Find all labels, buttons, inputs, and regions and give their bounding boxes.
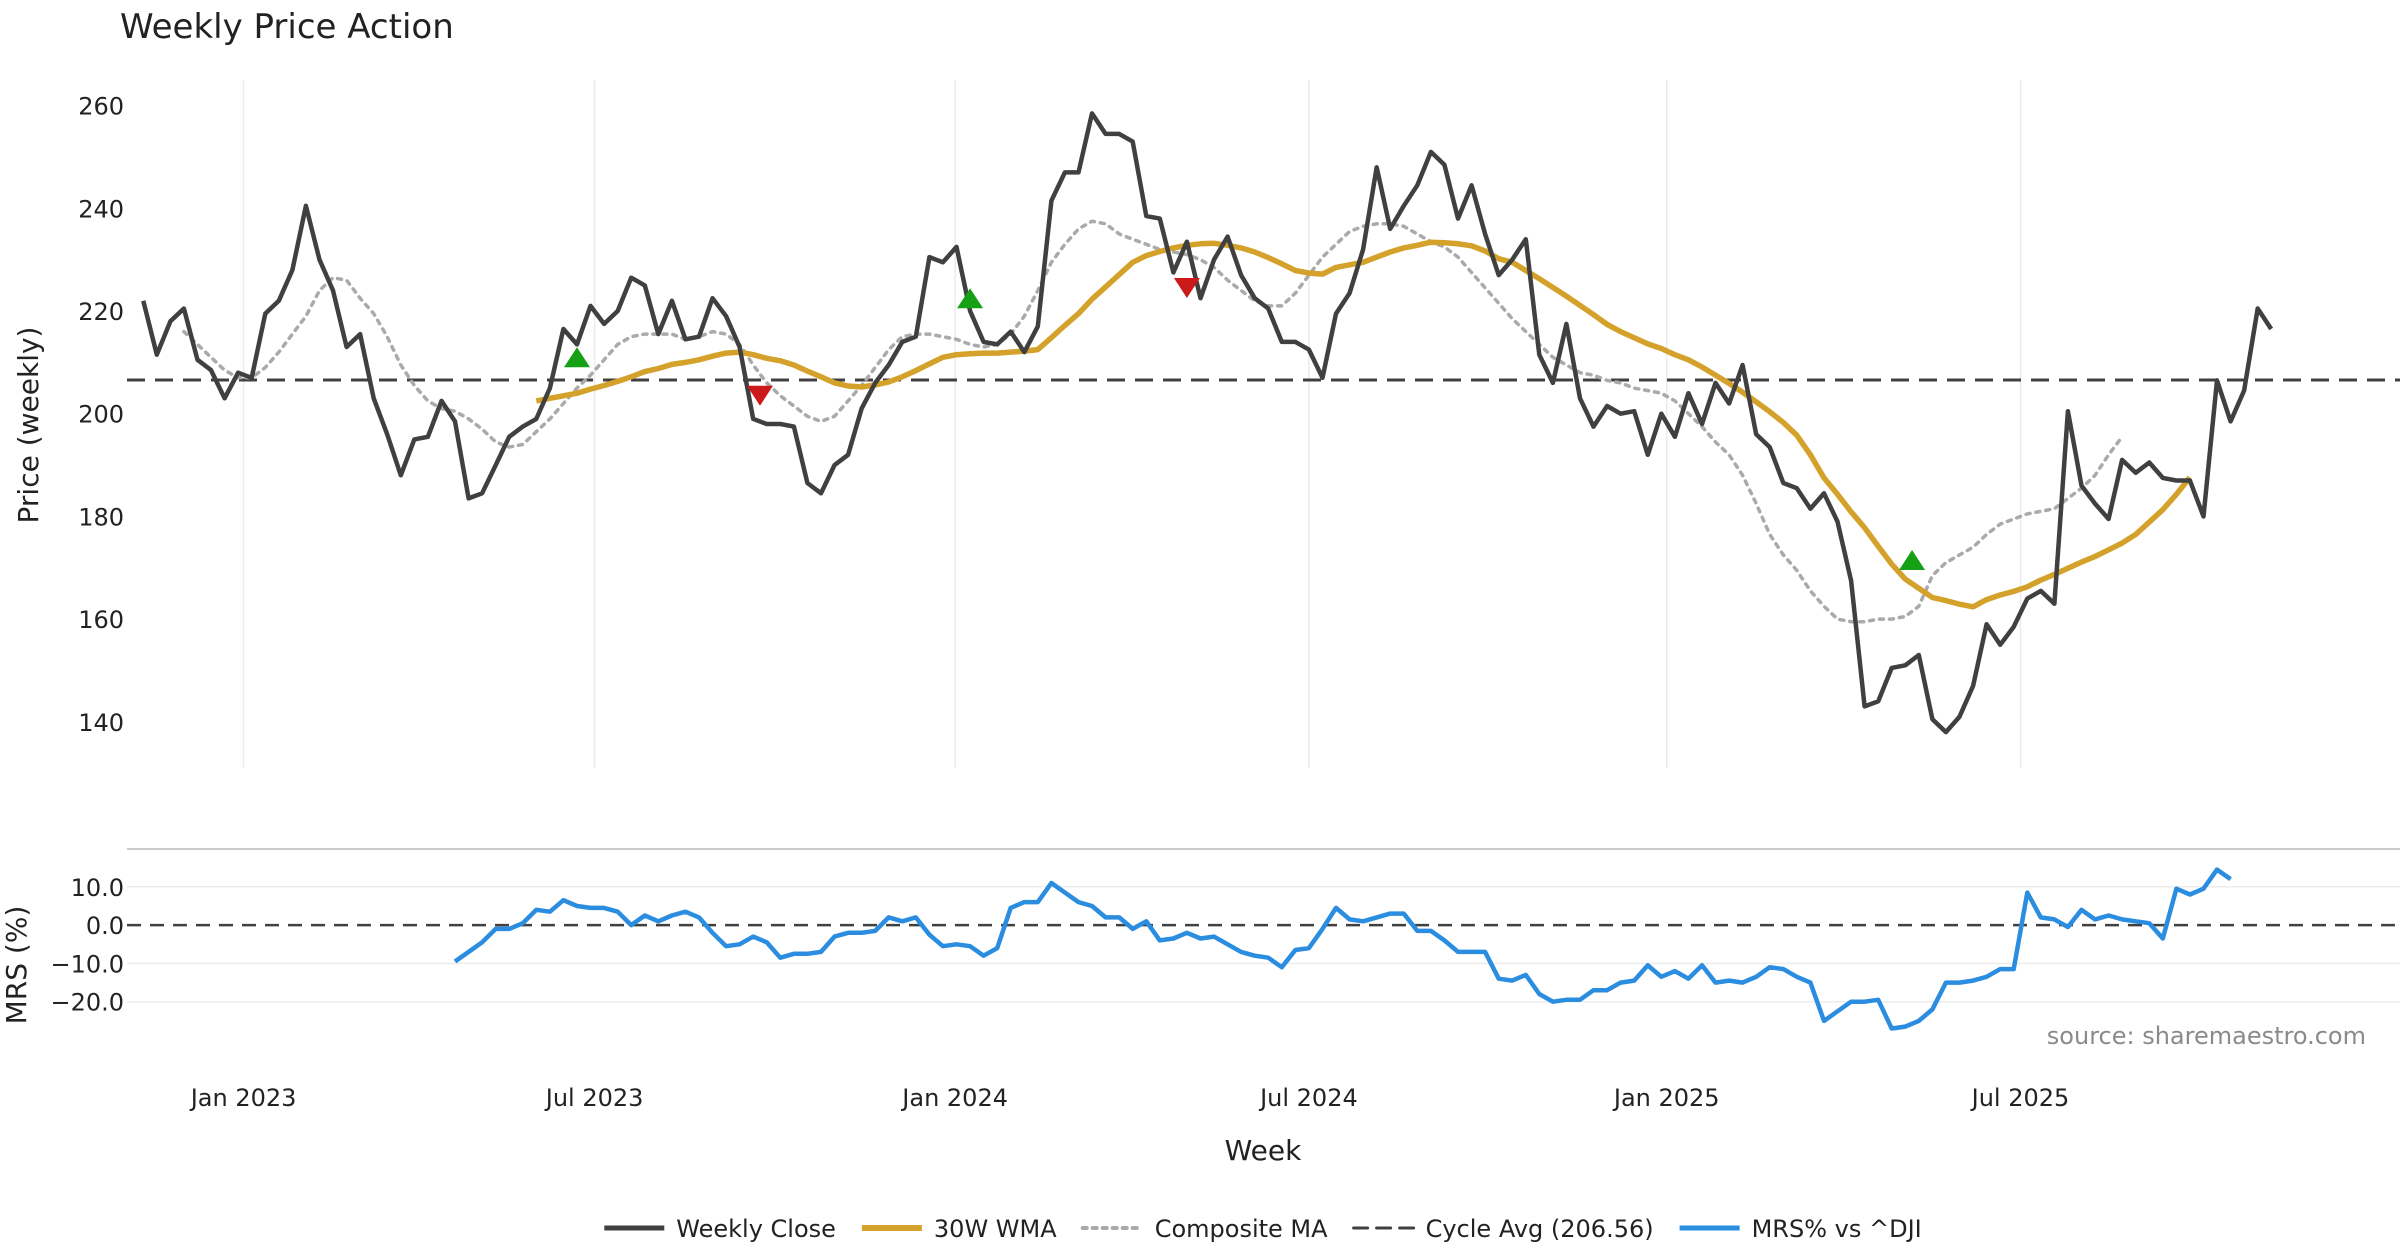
legend-label: 30W WMA: [934, 1215, 1057, 1243]
x-axis-ticks: Jan 2023 Jul 2023 Jan 2024 Jul 2024 Jan 2025…: [189, 1084, 2070, 1112]
mrs-y-tick-label: 10.0: [71, 874, 124, 902]
legend-item: 30W WMA: [861, 1215, 1057, 1243]
price-y-tick-label: 140: [78, 709, 124, 737]
mrs-y-axis-label: MRS (%): [0, 906, 33, 1025]
price-y-ticks: 140 160 180 200 220 240 260: [78, 93, 124, 737]
sell-signal-marker: [746, 385, 773, 406]
x-tick-label: Jan 2024: [900, 1084, 1008, 1112]
buy-signal-marker: [1899, 550, 1926, 571]
legend-label: Weekly Close: [676, 1215, 836, 1243]
x-tick-label: Jul 2024: [1258, 1084, 1358, 1112]
buy-signal-marker: [563, 347, 590, 368]
legend-item: Composite MA: [1080, 1215, 1328, 1243]
x-tick-label: Jan 2025: [1612, 1084, 1720, 1112]
mrs-y-tick-label: −10.0: [50, 950, 124, 978]
legend-label: Cycle Avg (206.56): [1426, 1215, 1654, 1243]
composite-ma-line: [182, 219, 2124, 624]
price-y-axis-label: Price (weekly): [12, 327, 45, 524]
signal-markers: [563, 277, 1926, 571]
source-annotation: source: sharemaestro.com: [2047, 1022, 2366, 1050]
x-axis-label: Week: [1225, 1134, 1302, 1167]
legend: Weekly Close 30W WMA Composite MA Cycle Avg…: [604, 1215, 1922, 1243]
mrs-gridlines: [127, 886, 2400, 1003]
legend-item: Weekly Close: [604, 1215, 836, 1243]
weekly-close-line: [141, 111, 2274, 735]
mrs-line: [453, 867, 2232, 1031]
wma-30w-line: [535, 239, 2193, 610]
legend-item: Cycle Avg (206.56): [1352, 1215, 1654, 1243]
buy-signal-marker: [957, 288, 984, 309]
mrs-y-tick-label: −20.0: [50, 989, 124, 1017]
sell-signal-marker: [1173, 277, 1200, 298]
price-y-tick-label: 240: [78, 195, 124, 223]
price-y-tick-label: 220: [78, 298, 124, 326]
price-y-tick-label: 160: [78, 606, 124, 634]
chart-title: Weekly Price Action: [120, 7, 454, 47]
x-tick-label: Jul 2025: [1970, 1084, 2070, 1112]
price-y-tick-label: 200: [78, 401, 124, 429]
mrs-y-ticks: 10.0 0.0 −10.0 −20.0: [50, 874, 124, 1017]
legend-label: Composite MA: [1155, 1215, 1328, 1243]
legend-item: MRS% vs ^DJI: [1679, 1215, 1922, 1243]
price-y-tick-label: 260: [78, 93, 124, 121]
mrs-y-tick-label: 0.0: [86, 912, 124, 940]
price-y-tick-label: 180: [78, 503, 124, 531]
legend-label: MRS% vs ^DJI: [1752, 1215, 1922, 1243]
x-tick-label: Jul 2023: [544, 1084, 644, 1112]
x-tick-label: Jan 2023: [189, 1084, 297, 1112]
